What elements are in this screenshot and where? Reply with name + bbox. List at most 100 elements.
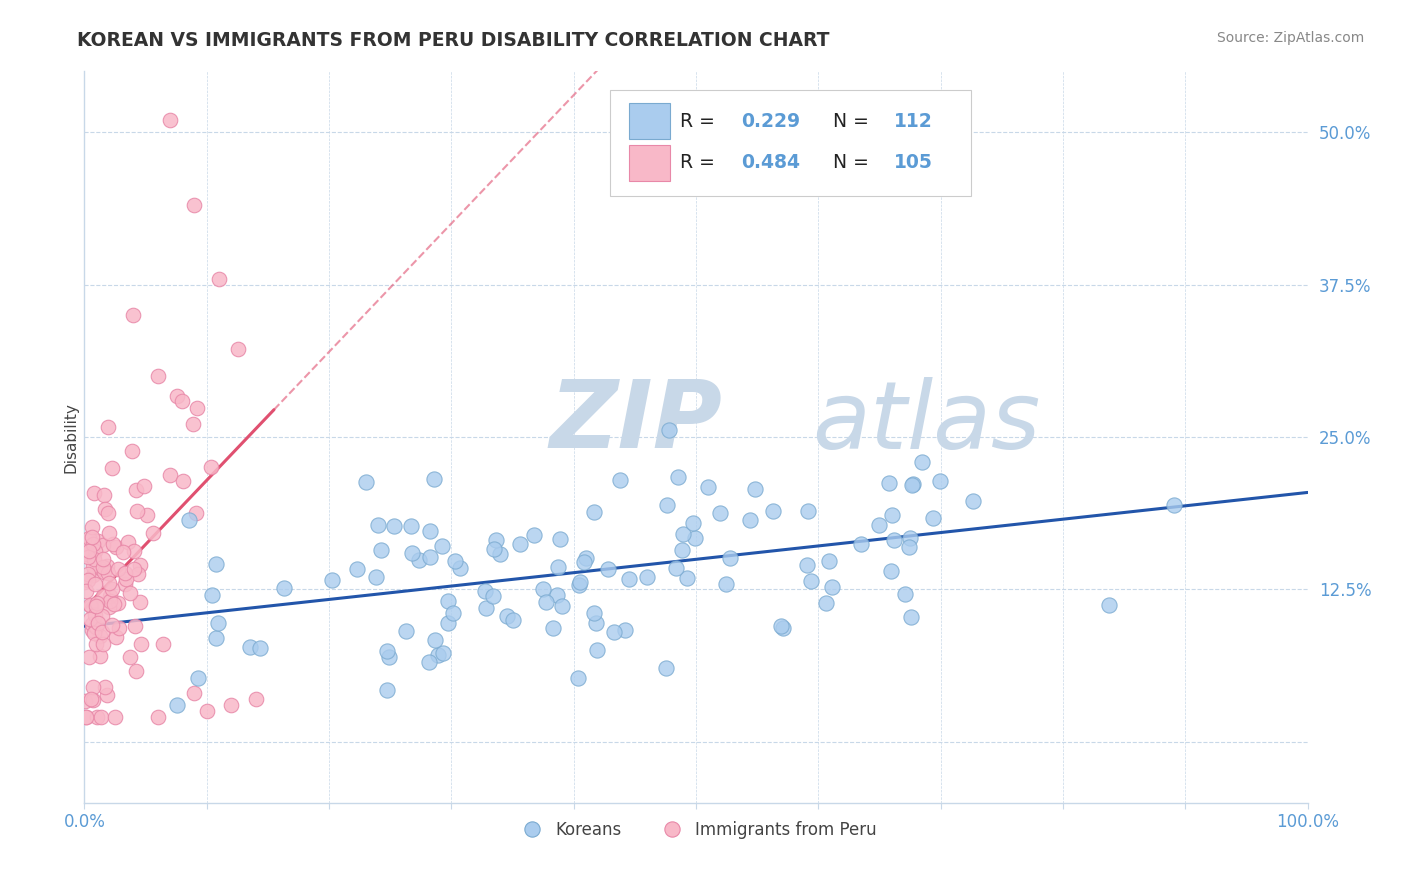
Point [83,551,105,566]
Point [103,537,125,551]
Point [401,546,423,560]
Point [127,504,149,518]
Point [569,574,592,589]
Point [523,528,546,542]
FancyBboxPatch shape [628,145,671,181]
Point [666,470,689,484]
Point [124,619,146,633]
Point [531,582,554,597]
Point [131,637,153,651]
Point [82,568,104,582]
Point [84,544,107,558]
Point [125,483,148,497]
Point [583,504,606,518]
Point [586,643,609,657]
Text: 0.229: 0.229 [741,112,800,130]
Point [772,621,794,635]
Point [408,553,430,567]
Point [82,680,104,694]
Point [183,686,205,700]
Point [97,566,120,580]
Point [769,618,792,632]
Point [77,650,100,665]
Point [567,578,589,592]
Point [658,424,681,438]
Point [879,565,901,579]
Point [104,710,127,724]
Point [122,561,145,575]
Point [107,596,129,610]
Point [84,637,107,651]
Point [575,550,598,565]
Y-axis label: Disability: Disability [63,401,79,473]
Point [89,629,111,643]
Point [195,705,218,719]
Point [91,552,114,566]
Point [882,533,904,547]
Point [79,691,101,706]
Point [901,477,924,491]
Point [432,646,454,660]
Point [114,566,136,580]
Point [370,543,392,558]
Point [762,504,785,518]
Point [898,531,921,545]
Point [89,649,111,664]
Point [572,555,595,569]
Point [77,544,100,558]
Point [107,621,129,635]
Point [118,650,141,665]
Point [509,537,531,551]
Point [910,455,932,469]
Point [547,560,569,574]
Text: R =: R = [681,153,714,172]
Point [655,498,678,512]
Point [181,417,204,432]
Point [205,558,228,572]
Point [675,571,697,585]
Point [744,482,766,496]
Point [395,624,418,638]
Point [226,342,249,356]
Point [245,692,267,706]
FancyBboxPatch shape [610,90,972,195]
Text: KOREAN VS IMMIGRANTS FROM PERU DISABILITY CORRELATION CHART: KOREAN VS IMMIGRANTS FROM PERU DISABILIT… [77,31,830,50]
Text: atlas: atlas [813,377,1040,468]
Point [120,585,142,599]
Point [79,612,101,626]
Point [207,616,229,631]
Point [91,637,114,651]
Point [797,504,820,518]
Point [80,520,103,534]
Point [79,599,101,613]
Point [86,596,108,610]
Point [76,549,98,564]
Point [103,598,125,612]
Point [821,581,844,595]
Text: R =: R = [681,112,714,130]
Point [880,508,903,522]
Point [697,480,720,494]
Point [89,561,111,575]
Point [93,488,115,502]
Point [77,566,100,581]
Point [75,542,97,557]
Point [152,637,174,651]
Point [90,710,112,724]
Point [86,710,108,724]
Point [1097,598,1119,612]
Point [709,506,731,520]
Point [583,606,606,620]
Point [382,519,405,533]
Text: Source: ZipAtlas.com: Source: ZipAtlas.com [1216,31,1364,45]
Point [82,537,104,551]
Point [929,475,952,489]
Point [799,574,821,589]
Point [80,530,103,544]
Text: N =: N = [832,153,869,172]
Point [437,616,460,631]
Point [115,573,138,587]
Point [718,550,741,565]
Point [101,461,124,475]
Point [97,526,120,541]
